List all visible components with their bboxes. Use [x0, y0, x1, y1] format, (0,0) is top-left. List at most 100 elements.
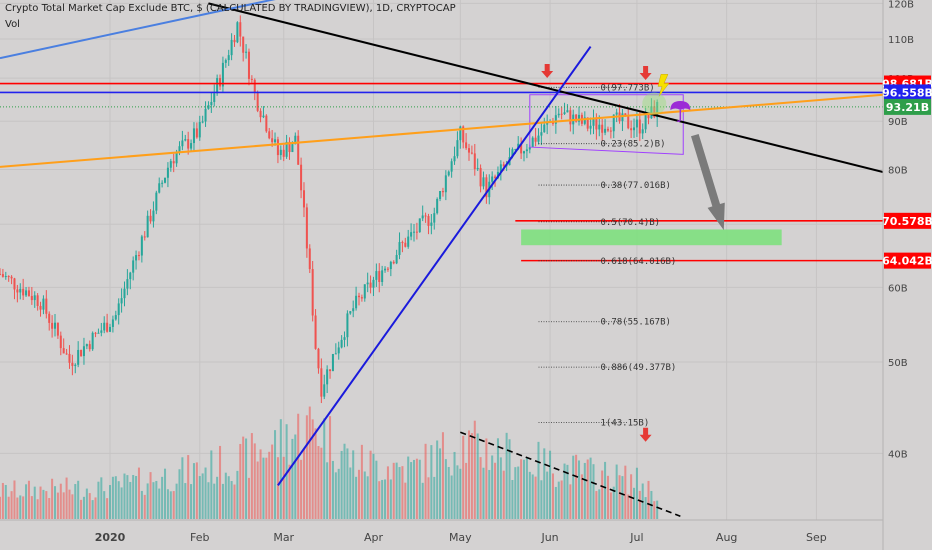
- consolidation-channel[interactable]: [529, 94, 684, 155]
- candle-body: [155, 192, 158, 211]
- candle-body: [195, 128, 198, 138]
- volume-bar: [450, 475, 453, 519]
- volume-bar: [33, 486, 36, 519]
- volume-bar: [45, 491, 48, 519]
- volume-bar: [13, 480, 16, 519]
- candle-body: [39, 305, 42, 310]
- candle-body: [77, 349, 80, 365]
- candle-body: [146, 215, 149, 238]
- volume-bar: [219, 445, 222, 519]
- target-zone[interactable]: [521, 229, 782, 246]
- volume-bar: [453, 451, 456, 519]
- volume-bar: [557, 481, 560, 519]
- volume-bar: [604, 461, 607, 519]
- volume-bar: [207, 482, 210, 519]
- down-arrow: [690, 133, 725, 231]
- volume-bar: [572, 455, 575, 519]
- candle-body: [554, 115, 557, 124]
- price-badge-label: 64.042B: [882, 255, 932, 268]
- x-tick-label: Aug: [716, 531, 737, 544]
- candle-body: [259, 110, 262, 118]
- candle-body: [615, 112, 618, 115]
- candle-body: [178, 146, 181, 153]
- trendline-black-resistance[interactable]: [208, 2, 883, 174]
- volume-bar: [592, 464, 595, 519]
- y-tick-label: 50B: [888, 358, 908, 369]
- candle-body: [262, 115, 265, 118]
- candle-body: [578, 114, 581, 122]
- candle-body: [219, 78, 222, 87]
- volume-bar: [386, 466, 389, 519]
- volume-bar: [430, 445, 433, 519]
- candle-body: [172, 161, 175, 164]
- volume-bar: [152, 482, 155, 519]
- candle-body: [123, 288, 126, 299]
- volume-bar: [378, 481, 381, 519]
- x-tick-label: Feb: [190, 531, 209, 544]
- volume-bar: [198, 476, 201, 519]
- trendline-orange-support[interactable]: [0, 93, 883, 168]
- volume-bar: [224, 472, 227, 519]
- x-tick-label: Mar: [273, 531, 294, 544]
- volume-bar: [627, 494, 630, 519]
- candle-body: [103, 322, 106, 331]
- volume-bar: [117, 481, 120, 519]
- candle-body: [346, 313, 349, 338]
- candle-body: [135, 255, 138, 261]
- candle-body: [94, 332, 97, 334]
- candle-body: [82, 346, 85, 357]
- candle-body: [71, 362, 74, 366]
- candle-body: [274, 139, 277, 143]
- volume-bar: [656, 500, 659, 519]
- candle-body: [210, 101, 213, 106]
- candle-body: [557, 113, 560, 116]
- trendline-light-blue-top[interactable]: [0, 0, 452, 60]
- volume-bar: [164, 468, 167, 519]
- volume-bar: [517, 466, 520, 519]
- candle-body: [355, 295, 358, 309]
- volume-bar: [155, 480, 158, 519]
- chart-title: Crypto Total Market Cap Exclude BTC, $ (…: [5, 3, 456, 14]
- candle-body: [137, 255, 140, 257]
- volume-bar: [329, 416, 332, 519]
- volume-bar: [508, 439, 511, 519]
- volume-bar: [528, 471, 531, 519]
- volume-bar: [100, 477, 103, 519]
- candle-body: [100, 330, 103, 333]
- candle-body: [467, 148, 471, 153]
- volume-bar: [644, 497, 647, 519]
- volume-bar: [360, 444, 363, 519]
- candle-body: [27, 290, 30, 296]
- volume-bar: [62, 492, 65, 519]
- volume-bar: [71, 494, 74, 519]
- volume-bar: [505, 432, 508, 519]
- volume-bar: [51, 478, 54, 519]
- candle-body: [201, 121, 204, 123]
- volume-bar: [398, 467, 401, 519]
- price-badge-label: 70.578B: [882, 215, 932, 228]
- volume-bar: [363, 471, 366, 519]
- candle-body: [410, 232, 413, 237]
- candle-body: [213, 93, 216, 102]
- candle-body: [97, 332, 100, 334]
- candle-body: [609, 130, 612, 132]
- candle-body: [456, 140, 459, 157]
- candle-body: [253, 79, 256, 94]
- candle-body: [184, 139, 187, 141]
- volume-bar: [447, 466, 450, 519]
- plot-area: 0(97.773B) 0.23(85.2)B) 0.38(77.016B) 0.5(7…: [0, 0, 883, 519]
- candle-body: [16, 289, 19, 293]
- volume-bar: [68, 489, 71, 519]
- candle-body: [114, 315, 117, 320]
- y-tick-label: 60B: [888, 283, 908, 294]
- volume-bar: [534, 476, 537, 519]
- candle-body: [621, 113, 624, 122]
- candle-body: [592, 118, 595, 126]
- candle-body: [517, 143, 520, 150]
- candle-body: [19, 288, 22, 293]
- candle-body: [181, 140, 184, 147]
- candle-body: [320, 368, 323, 397]
- trendline-blue-rising[interactable]: [277, 45, 592, 486]
